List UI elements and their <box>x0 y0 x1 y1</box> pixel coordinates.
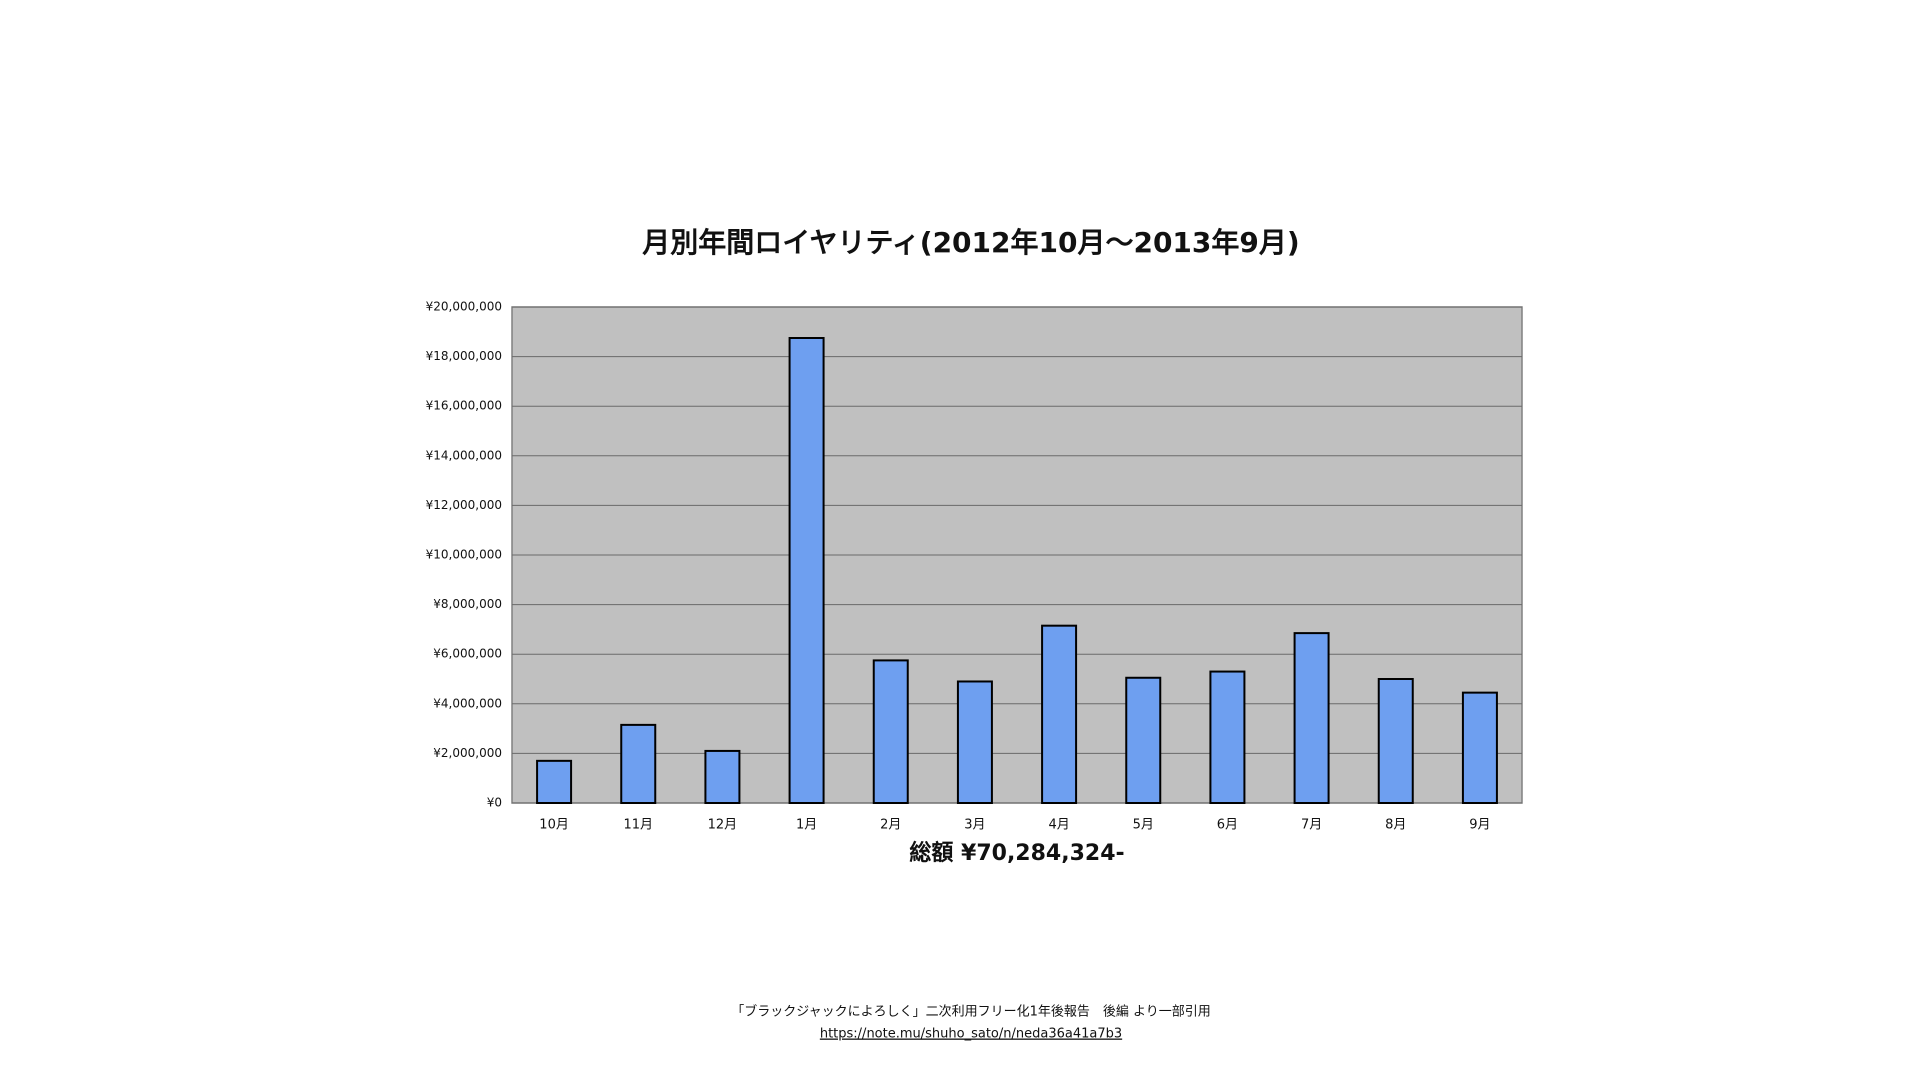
bar <box>1293 632 1330 804</box>
x-tick-label: 11月 <box>623 818 653 833</box>
y-tick-label: ¥14,000,000 <box>426 448 502 462</box>
y-tick-label: ¥10,000,000 <box>426 548 502 562</box>
bar <box>1041 624 1078 804</box>
y-tick-label: ¥2,000,000 <box>433 746 502 760</box>
x-tick-label: 4月 <box>1048 818 1069 833</box>
x-tick-label: 7月 <box>1301 818 1322 833</box>
bar <box>956 680 993 804</box>
bar <box>1209 670 1246 804</box>
y-tick-label: ¥12,000,000 <box>426 498 502 512</box>
y-tick-label: ¥8,000,000 <box>433 597 502 611</box>
x-tick-label: 3月 <box>964 818 985 833</box>
bar <box>1377 678 1414 804</box>
x-tick-label: 8月 <box>1385 818 1406 833</box>
y-tick-label: ¥16,000,000 <box>426 399 502 413</box>
citation: 「ブラックジャックによろしく」二次利用フリー化1年後報告 後編 より一部引用 <box>731 1004 1211 1020</box>
y-tick-label: ¥18,000,000 <box>426 349 502 363</box>
total-annotation: 総額 ¥70,284,324- <box>909 840 1124 866</box>
chart-title: 月別年間ロイヤリティ(2012年10月～2013年9月) <box>641 226 1299 259</box>
x-tick-label: 2月 <box>880 818 901 833</box>
x-tick-label: 9月 <box>1469 818 1490 833</box>
bar <box>704 749 741 804</box>
y-tick-label: ¥4,000,000 <box>433 696 502 710</box>
x-tick-label: 5月 <box>1133 818 1154 833</box>
x-tick-label: 6月 <box>1217 818 1238 833</box>
y-tick-label: ¥0 <box>487 796 502 810</box>
bar <box>1461 691 1498 805</box>
y-tick-label: ¥20,000,000 <box>426 300 502 314</box>
bar <box>872 659 909 805</box>
bar <box>1125 676 1162 805</box>
x-tick-label: 1月 <box>796 818 817 833</box>
bar <box>620 723 657 805</box>
source-link[interactable]: https://note.mu/shuho_sato/n/neda36a41a7… <box>820 1027 1122 1042</box>
x-tick-label: 10月 <box>539 818 569 833</box>
y-tick-label: ¥6,000,000 <box>433 647 502 661</box>
bar <box>788 337 825 804</box>
x-tick-label: 12月 <box>708 818 738 833</box>
bar <box>536 759 573 805</box>
